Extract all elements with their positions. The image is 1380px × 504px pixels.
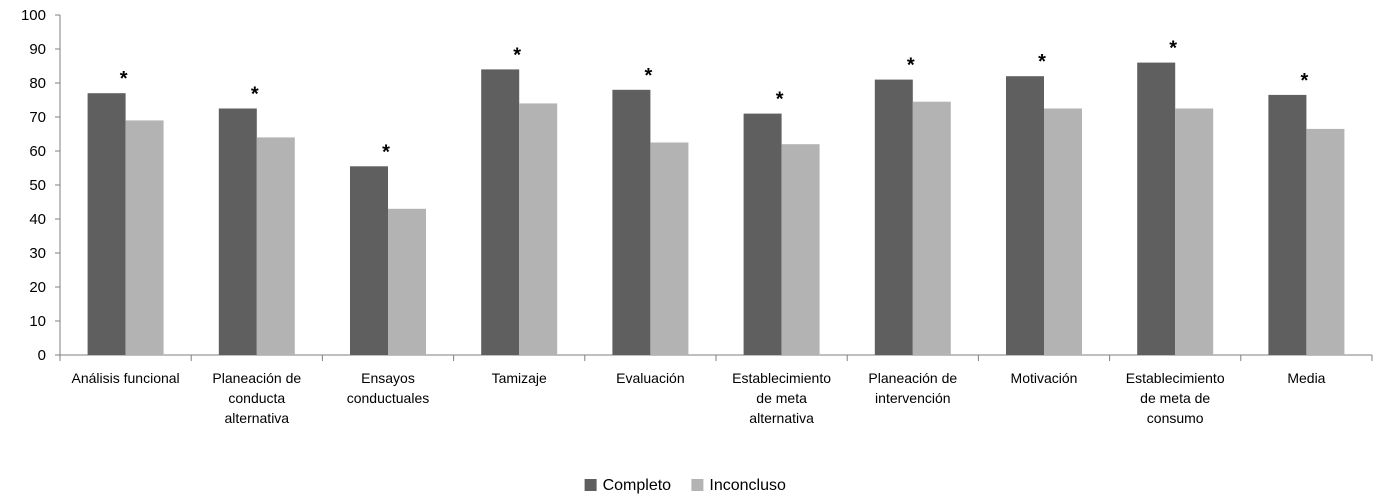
legend: Completo Inconcluso (584, 477, 786, 494)
bar-completo-8 (1137, 62, 1176, 355)
y-tick-label: 0 (38, 347, 46, 364)
x-tick-label: Evaluación (616, 370, 685, 386)
y-tick-label: 50 (29, 177, 46, 194)
bar-completo-1 (218, 108, 257, 355)
x-tick-label: Motivación (1011, 370, 1078, 386)
y-tick-label: 90 (29, 41, 46, 58)
legend-swatch-inconcluso (691, 479, 704, 491)
bar-inconcluso-4 (650, 142, 689, 355)
bar-inconcluso-5 (781, 144, 820, 355)
bar-inconcluso-0 (125, 120, 164, 356)
legend-label: Completo (603, 477, 672, 494)
legend-swatch-completo (584, 479, 597, 491)
x-tick-label: Establecimiento de meta de consumo (1126, 370, 1225, 426)
bar-inconcluso-1 (256, 137, 295, 355)
bar-completo-0 (87, 93, 126, 355)
significance-marker: * (1301, 70, 1309, 92)
legend-label: Inconcluso (709, 477, 786, 494)
labels: * Análisis funcional * Planeación de conduct… (72, 38, 1326, 426)
x-tick-label: Planeación de intervención (868, 370, 957, 406)
bar-completo-6 (874, 79, 913, 355)
bar-completo-4 (612, 89, 651, 356)
bar-inconcluso-9 (1306, 128, 1345, 355)
bar-completo-9 (1268, 94, 1307, 356)
x-tick-label: Ensayos conductuales (347, 370, 430, 406)
x-tick-label: Planeación de conducta alternativa (212, 370, 301, 426)
x-tick-label: Media (1287, 370, 1325, 386)
y-tick-label: 70 (29, 109, 46, 126)
bar-completo-5 (743, 113, 782, 355)
bar-completo-2 (350, 166, 388, 355)
significance-marker: * (1169, 38, 1177, 60)
significance-marker: * (382, 141, 390, 163)
bar-inconcluso-3 (519, 103, 558, 356)
bar-inconcluso-7 (1044, 108, 1082, 355)
bar-inconcluso-6 (912, 101, 951, 355)
y-tick-label: 20 (29, 279, 46, 296)
y-tick-label: 100 (21, 7, 46, 24)
y-tick-label: 80 (29, 75, 46, 92)
bars (87, 62, 1345, 356)
x-tick-label: Establecimiento de meta alternativa (732, 370, 831, 426)
significance-marker: * (776, 89, 784, 111)
bar-completo-3 (481, 69, 520, 356)
significance-marker: * (1038, 51, 1046, 73)
y-tick-label: 30 (29, 245, 46, 262)
significance-marker: * (513, 44, 521, 66)
significance-marker: * (251, 84, 259, 106)
significance-marker: * (907, 55, 915, 77)
y-tick-label: 60 (29, 143, 46, 160)
bar-inconcluso-2 (388, 208, 426, 355)
significance-marker: * (120, 68, 128, 90)
x-tick-label: Análisis funcional (72, 370, 180, 386)
y-tick-label: 40 (29, 211, 46, 228)
bar-completo-7 (1006, 76, 1044, 355)
bar-inconcluso-8 (1175, 108, 1214, 355)
y-tick-label: 10 (29, 313, 46, 330)
x-tick-label: Tamizaje (492, 370, 547, 386)
significance-marker: * (645, 65, 653, 87)
